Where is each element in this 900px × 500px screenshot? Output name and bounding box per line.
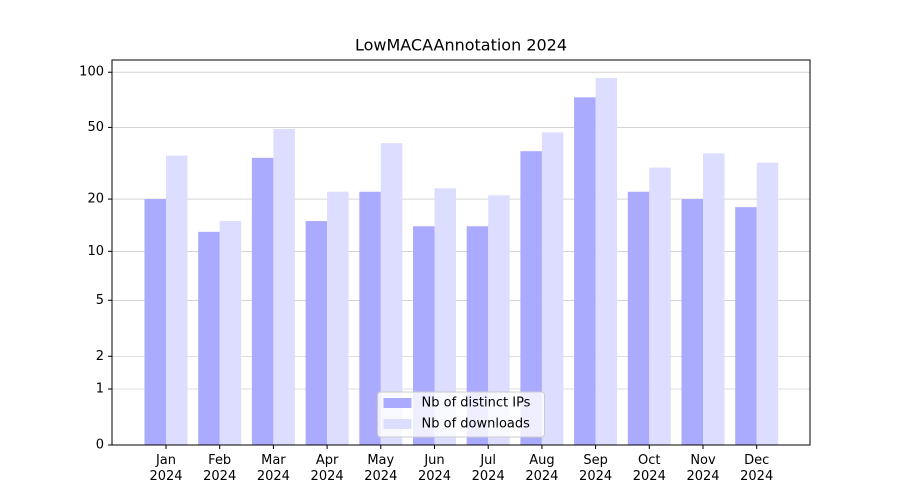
bar xyxy=(466,226,489,445)
bar xyxy=(488,195,510,445)
y-tick-label: 1 xyxy=(96,382,104,397)
y-tick-label: 10 xyxy=(87,244,104,259)
legend-swatch xyxy=(383,398,412,408)
y-tick-label: 50 xyxy=(87,120,104,135)
legend-box xyxy=(377,391,545,438)
y-tick-label: 2 xyxy=(96,349,104,364)
x-tick-label: Dec 2024 xyxy=(740,453,774,484)
bar xyxy=(434,188,456,445)
x-tick-label: Jan 2024 xyxy=(149,453,183,484)
bar xyxy=(380,143,403,445)
bar xyxy=(359,191,381,445)
legend-swatch xyxy=(383,419,412,429)
x-tick-label: Sep 2024 xyxy=(579,453,613,484)
bar xyxy=(198,231,220,445)
x-tick-label: Oct 2024 xyxy=(632,453,666,484)
x-tick-label: Mar 2024 xyxy=(256,453,290,484)
axes-frame xyxy=(111,59,811,446)
bar xyxy=(520,151,542,445)
x-tick-label: Apr 2024 xyxy=(310,453,344,484)
bar xyxy=(251,157,274,445)
bar xyxy=(627,191,650,445)
x-tick-label: Jul 2024 xyxy=(471,453,505,484)
x-tick-label: Nov 2024 xyxy=(686,453,720,484)
bar xyxy=(756,162,779,446)
y-tick-label: 100 xyxy=(79,65,104,80)
legend: Nb of distinct IPs Nb of downloads xyxy=(377,391,545,438)
bar xyxy=(413,226,435,445)
y-tick-label: 5 xyxy=(96,293,104,308)
bar xyxy=(574,97,596,445)
y-tick-label: 0 xyxy=(96,438,104,453)
bar xyxy=(703,153,725,445)
bar xyxy=(681,199,703,445)
bar xyxy=(541,132,564,445)
x-tick-label: May 2024 xyxy=(364,453,398,484)
bar xyxy=(144,199,166,445)
bar xyxy=(305,221,328,445)
bar xyxy=(735,207,757,445)
x-tick-label: Aug 2024 xyxy=(525,453,559,484)
bar xyxy=(273,129,295,445)
x-tick-label: Jun 2024 xyxy=(417,453,452,484)
bar xyxy=(595,78,618,446)
bar xyxy=(166,155,188,445)
chart-title: LowMACAAnnotation 2024 xyxy=(355,36,567,55)
y-tick-label: 20 xyxy=(87,192,104,207)
legend-label: Nb of distinct IPs xyxy=(422,396,531,411)
x-tick-label: Feb 2024 xyxy=(203,453,237,484)
bar xyxy=(219,221,242,445)
legend-label: Nb of downloads xyxy=(422,417,531,432)
bar xyxy=(649,167,671,445)
bar xyxy=(327,191,349,445)
